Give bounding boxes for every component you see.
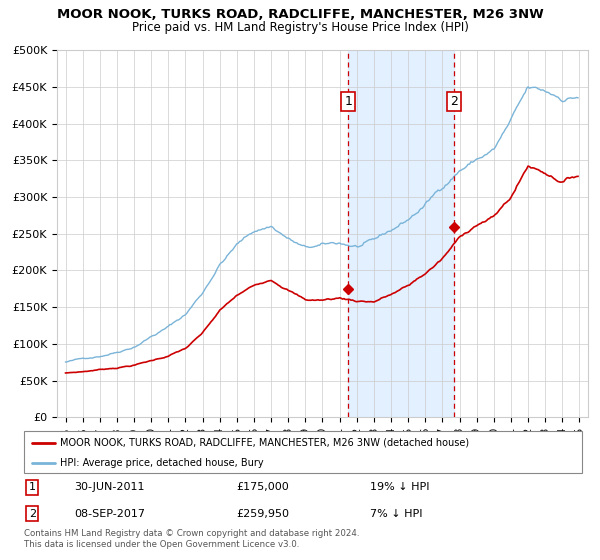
Text: £259,950: £259,950 <box>236 509 289 519</box>
Text: 1: 1 <box>344 95 352 108</box>
Bar <box>348 50 454 417</box>
Text: Contains HM Land Registry data © Crown copyright and database right 2024.
This d: Contains HM Land Registry data © Crown c… <box>24 529 359 549</box>
Text: 19% ↓ HPI: 19% ↓ HPI <box>370 482 430 492</box>
Text: MOOR NOOK, TURKS ROAD, RADCLIFFE, MANCHESTER, M26 3NW (detached house): MOOR NOOK, TURKS ROAD, RADCLIFFE, MANCHE… <box>60 438 469 448</box>
Text: 7% ↓ HPI: 7% ↓ HPI <box>370 509 422 519</box>
Text: 1: 1 <box>29 482 36 492</box>
Text: 30-JUN-2011: 30-JUN-2011 <box>74 482 145 492</box>
Text: MOOR NOOK, TURKS ROAD, RADCLIFFE, MANCHESTER, M26 3NW: MOOR NOOK, TURKS ROAD, RADCLIFFE, MANCHE… <box>56 8 544 21</box>
Text: HPI: Average price, detached house, Bury: HPI: Average price, detached house, Bury <box>60 458 264 468</box>
Text: Price paid vs. HM Land Registry's House Price Index (HPI): Price paid vs. HM Land Registry's House … <box>131 21 469 34</box>
Text: 2: 2 <box>29 509 36 519</box>
Text: 2: 2 <box>450 95 458 108</box>
Text: 08-SEP-2017: 08-SEP-2017 <box>74 509 145 519</box>
Text: £175,000: £175,000 <box>236 482 289 492</box>
